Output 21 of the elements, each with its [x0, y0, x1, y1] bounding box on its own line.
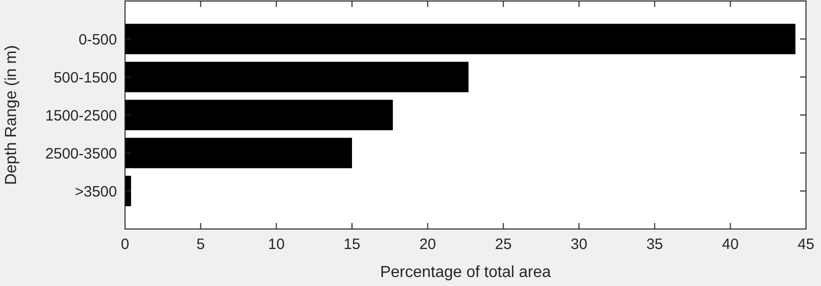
x-tick-label: 25 [494, 236, 512, 253]
y-tick-label: 0-500 [78, 31, 117, 48]
y-tick-label: 1500-2500 [45, 107, 117, 124]
y-tick-label: >3500 [74, 183, 117, 200]
x-tick-label: 5 [196, 236, 205, 253]
bar [125, 62, 469, 92]
x-tick-label: 0 [120, 236, 130, 253]
x-tick-label: 15 [344, 236, 360, 253]
y-tick-label: 2500-3500 [45, 145, 117, 162]
x-tick-label: 45 [798, 236, 814, 253]
x-axis-title: Percentage of total area [380, 264, 551, 281]
x-tick-label: 30 [570, 236, 588, 253]
x-tick-label: 20 [419, 236, 436, 253]
x-tick-label: 35 [646, 236, 664, 253]
x-tick-label: 10 [268, 236, 285, 253]
x-tick-label: 40 [722, 236, 739, 253]
bar [125, 100, 393, 130]
y-axis-title: Depth Range (in m) [3, 45, 20, 185]
bar [125, 24, 796, 54]
bar [125, 138, 352, 168]
y-tick-label: 500-1500 [54, 69, 117, 86]
